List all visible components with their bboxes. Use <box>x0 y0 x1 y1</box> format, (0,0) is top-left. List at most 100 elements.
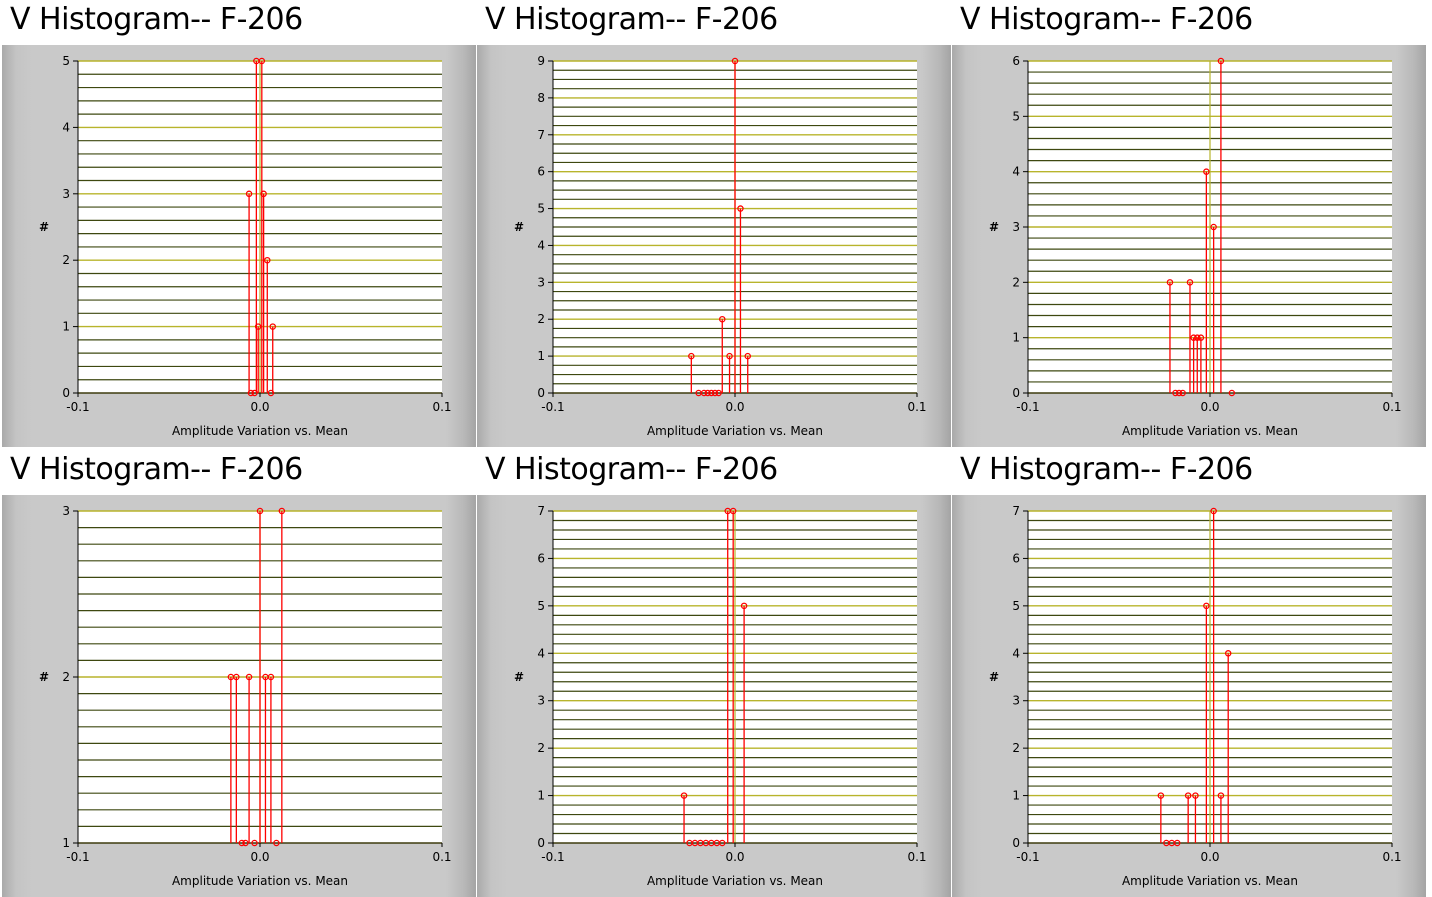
y-tick-label: 4 <box>62 120 70 134</box>
y-tick-label: 1 <box>1012 789 1020 803</box>
y-tick-label: 3 <box>1012 220 1020 234</box>
y-tick-label: 2 <box>537 741 545 755</box>
y-tick-label: 1 <box>1012 331 1020 345</box>
y-tick-label: 3 <box>537 694 545 708</box>
x-tick-label: 0.0 <box>725 850 744 864</box>
y-tick-label: 5 <box>1012 109 1020 123</box>
y-tick-label: 0 <box>1012 836 1020 850</box>
stem-marker <box>700 389 708 397</box>
stem-marker <box>1190 334 1197 341</box>
y-tick-label: 1 <box>62 320 70 334</box>
stem-marker <box>258 57 266 65</box>
chart-title: V Histogram-- F-206 <box>960 452 1253 487</box>
y-tick-label: 8 <box>537 91 545 105</box>
histogram-plot: 1 2 3 -0.1 0.0 0.1 Amplitude Variation vs. Mea… <box>39 504 452 888</box>
y-tick-label: 6 <box>1012 54 1020 68</box>
y-tick-label: 7 <box>537 128 545 142</box>
stem-marker <box>704 389 711 397</box>
histogram-panel: V Histogram-- F-206 0 1 2 3 4 5 6 7 -0.1 0.0 0.1 Am… <box>475 450 951 897</box>
stem-marker <box>731 57 739 65</box>
x-axis-label: Amplitude Variation vs. Mean <box>1122 424 1298 438</box>
y-tick-label: 2 <box>537 312 545 326</box>
histogram-panel: V Histogram-- F-206 0 1 2 3 4 5 6 7 8 9 -0.1 0.0 0.1… <box>475 0 951 447</box>
x-tick-label: -0.1 <box>1016 850 1039 864</box>
stem-marker <box>744 352 751 360</box>
stem-marker <box>256 507 264 515</box>
stems <box>688 57 751 397</box>
y-axis-label: # <box>514 220 524 234</box>
chart-title: V Histogram-- F-206 <box>10 2 303 37</box>
y-tick-label: 4 <box>1012 165 1020 179</box>
stem-marker <box>737 205 744 212</box>
y-tick-label: 5 <box>537 599 545 613</box>
y-tick-label: 1 <box>537 349 545 363</box>
stem-marker <box>719 315 726 323</box>
y-tick-label: 3 <box>62 187 70 201</box>
x-tick-label: 0.1 <box>907 850 926 864</box>
y-tick-label: 0 <box>62 386 70 400</box>
x-tick-label: 0.0 <box>250 850 269 864</box>
stem-marker <box>1203 168 1210 175</box>
y-tick-label: 6 <box>537 165 545 179</box>
y-tick-label: 4 <box>537 238 545 252</box>
x-tick-label: 0.1 <box>1382 400 1401 414</box>
x-tick-label: 0.0 <box>250 400 269 414</box>
stem-marker <box>1210 223 1217 231</box>
y-tick-label: 7 <box>537 504 545 518</box>
stems <box>1166 57 1236 397</box>
stem-marker <box>1217 57 1225 65</box>
stem-marker <box>251 839 258 847</box>
chart-title: V Histogram-- F-206 <box>485 2 778 37</box>
stem-marker <box>267 673 275 681</box>
stems <box>680 507 748 847</box>
chart-title: V Histogram-- F-206 <box>960 2 1253 37</box>
stem-marker <box>251 389 258 397</box>
y-tick-label: 0 <box>537 836 545 850</box>
x-axis-label: Amplitude Variation vs. Mean <box>1122 874 1298 888</box>
y-tick-label: 1 <box>62 836 70 850</box>
stem-marker <box>688 352 695 360</box>
y-tick-label: 7 <box>1012 504 1020 518</box>
stem-marker <box>264 256 271 264</box>
stem-marker <box>1203 602 1210 610</box>
histogram-plot: 0 1 2 3 4 5 -0.1 0.0 0.1 Amplitude Variation vs. … <box>39 54 452 438</box>
stem-marker <box>740 602 748 610</box>
stem-marker <box>245 673 253 681</box>
stem-marker <box>233 673 240 681</box>
stem-marker <box>273 839 280 847</box>
y-tick-label: 2 <box>1012 741 1020 755</box>
stems <box>245 57 276 397</box>
stem-marker <box>726 352 733 360</box>
histogram-plot: 0 1 2 3 4 5 6 -0.1 0.0 0.1 Amplitude Variation vs.… <box>989 54 1402 438</box>
x-tick-label: -0.1 <box>66 850 89 864</box>
stem-marker <box>715 389 722 397</box>
stem-marker <box>1179 389 1186 397</box>
x-axis-label: Amplitude Variation vs. Mean <box>647 424 823 438</box>
stem-marker <box>1217 792 1225 799</box>
y-tick-label: 0 <box>537 386 545 400</box>
x-tick-label: 0.1 <box>1382 850 1401 864</box>
stem-marker <box>1194 334 1201 341</box>
stem-marker <box>729 507 737 515</box>
stem-marker <box>254 323 262 330</box>
y-axis-label: # <box>989 670 999 684</box>
stem-marker <box>680 792 688 799</box>
y-axis-label: # <box>39 670 49 684</box>
stem-marker <box>242 839 249 847</box>
chart-title: V Histogram-- F-206 <box>485 452 778 487</box>
histogram-plot: 0 1 2 3 4 5 6 7 8 9 -0.1 0.0 0.1 Amplitude Variation … <box>514 54 927 438</box>
stem-marker <box>238 839 246 847</box>
stem-marker <box>247 389 255 397</box>
y-axis-label: # <box>989 220 999 234</box>
x-tick-label: 0.0 <box>1200 400 1219 414</box>
stems <box>1157 507 1232 847</box>
stem-marker <box>269 323 276 330</box>
y-tick-label: 1 <box>537 789 545 803</box>
stem-marker <box>708 389 715 397</box>
y-tick-label: 4 <box>1012 646 1020 660</box>
x-tick-label: 0.0 <box>1200 850 1219 864</box>
stem-marker <box>1157 792 1165 799</box>
y-tick-label: 5 <box>537 202 545 216</box>
x-tick-label: 0.1 <box>907 400 926 414</box>
x-tick-label: -0.1 <box>541 850 564 864</box>
